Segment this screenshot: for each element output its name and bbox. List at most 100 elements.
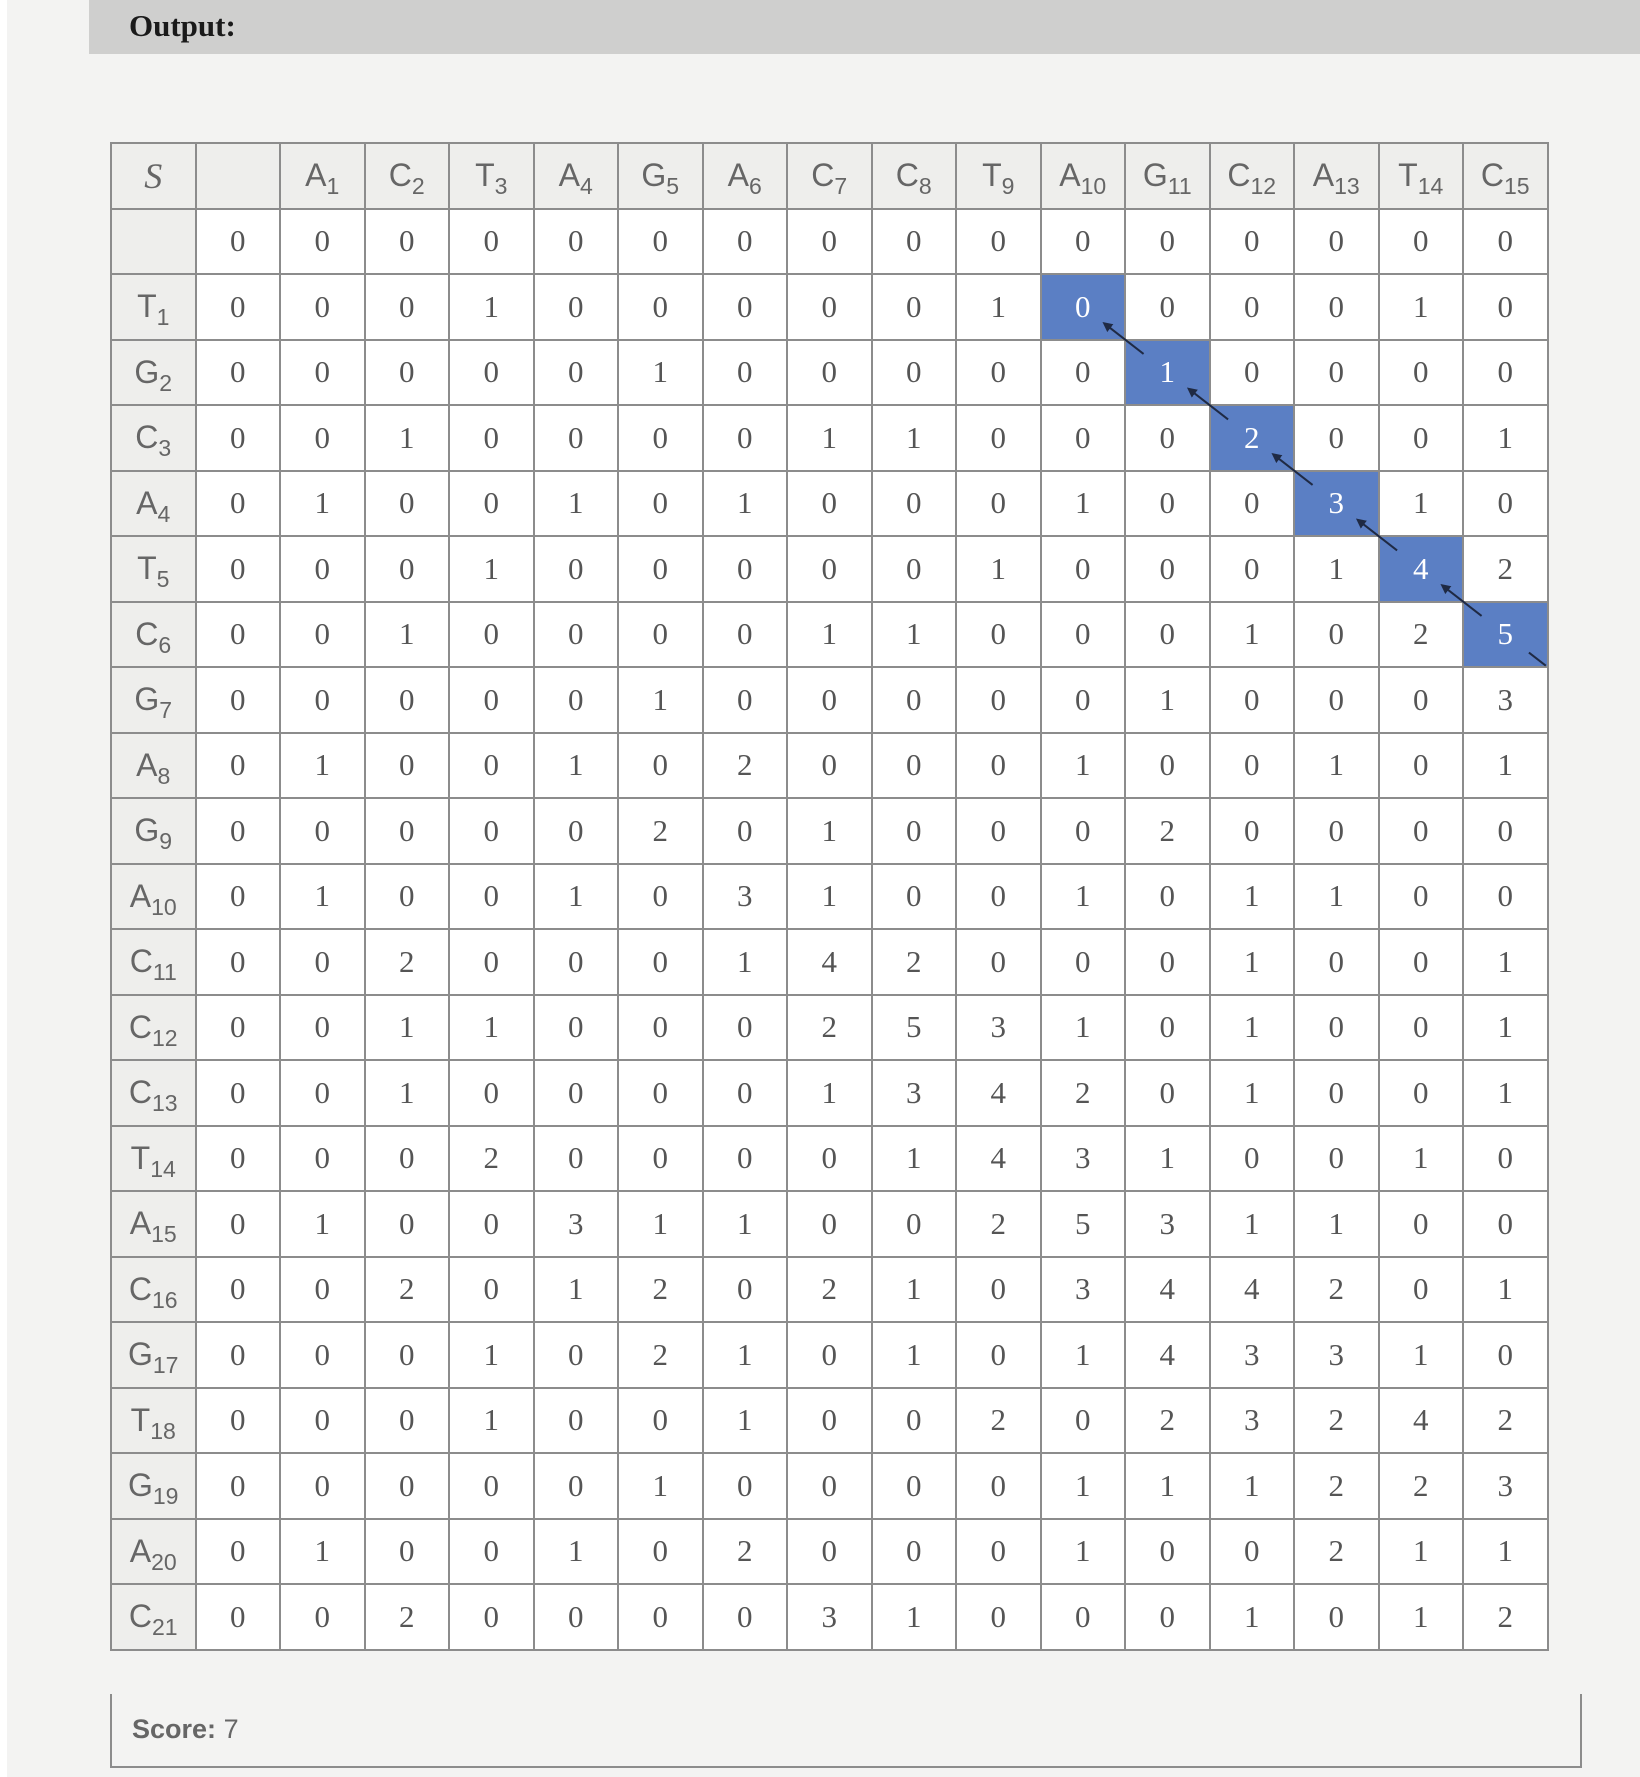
matrix-cell: 1 [532,469,619,537]
matrix-cell: 1 [1039,1517,1126,1585]
matrix-cell: 0 [1208,797,1295,865]
matrix-cell: 0 [1124,469,1211,537]
matrix-cell: 0 [955,469,1042,537]
row-header-16: C16 [110,1255,197,1323]
path-cell: 2 [1208,404,1295,472]
matrix-cell: 0 [194,600,281,668]
matrix-cell: 2 [701,731,788,799]
matrix-cell: 0 [1293,928,1380,996]
matrix-cell: 0 [194,1517,281,1585]
col-header-8: C8 [870,142,957,210]
table-row: A15 0 1 0 0 3 1 1 0 0 2 5 3 1 1 0 0 [110,1190,1549,1258]
matrix-cell: 1 [870,1255,957,1323]
path-cell: 0 [1039,273,1126,341]
output-title: Output: [129,8,236,43]
matrix-cell: 1 [363,993,450,1061]
matrix-cell: 0 [1208,207,1295,275]
col-header-2-index: 2 [411,173,425,200]
matrix-cell: 0 [448,1517,535,1585]
matrix-cell: 0 [1124,1583,1211,1651]
matrix-cell: 0 [1039,1386,1126,1454]
matrix-cell: 0 [1293,273,1380,341]
matrix-cell: 4 [1124,1321,1211,1389]
row-header-21-base: C [128,1598,152,1635]
table-row: C21 0 0 2 0 0 0 0 3 1 0 0 0 1 0 1 2 [110,1583,1549,1651]
matrix-cell: 0 [701,666,788,734]
matrix-cell: 1 [870,404,957,472]
row-header-18-base: T [130,1401,151,1438]
matrix-cell: 0 [532,1321,619,1389]
matrix-cell: 0 [532,600,619,668]
matrix-cell: 0 [617,207,704,275]
matrix-cell: 0 [363,1124,450,1192]
col-header-15-index: 15 [1503,173,1530,200]
matrix-cell: 0 [1377,797,1464,865]
matrix-cell: 0 [1124,535,1211,603]
matrix-cell: 1 [1293,862,1380,930]
row-header-10-index: 10 [151,893,177,920]
matrix-cell: 0 [786,338,873,406]
table-row: T18 0 0 0 1 0 0 1 0 0 2 0 2 3 2 4 2 [110,1386,1549,1454]
row-header-13-base: C [128,1074,152,1111]
matrix-cell: 0 [1039,600,1126,668]
table-row: T5 0 0 0 1 0 0 0 0 0 1 0 0 0 1 4 2 [110,535,1549,603]
row-header-2: G2 [110,338,197,406]
matrix-cell: 1 [1208,862,1295,930]
matrix-cell: 2 [786,993,873,1061]
col-header-6: A6 [701,142,788,210]
matrix-cell: 0 [870,1386,957,1454]
matrix-cell: 0 [1377,731,1464,799]
matrix-cell: 0 [194,1452,281,1520]
matrix-cell: 0 [870,1517,957,1585]
col-header-7: C7 [786,142,873,210]
matrix-cell: 0 [363,469,450,537]
matrix-cell: 0 [870,731,957,799]
matrix-cell: 2 [363,928,450,996]
matrix-cell: 0 [448,404,535,472]
path-cell: 1 [1124,338,1211,406]
alignment-matrix: S A1 C2 T3 A4 G5 A6 C7 C8 T9 A10 G11 C12 A13 T14 C15 0 0 0… [110,142,1582,1768]
matrix-cell: 0 [279,1255,366,1323]
matrix-cell: 0 [617,1517,704,1585]
matrix-cell: 1 [279,469,366,537]
matrix-cell: 1 [448,1321,535,1389]
row-header-4-index: 4 [157,500,171,527]
table-row: A10 0 1 0 0 1 0 3 1 0 0 1 0 1 1 0 0 [110,862,1549,930]
matrix-cell: 1 [701,1321,788,1389]
matrix-cell: 0 [1124,862,1211,930]
table-row: C11 0 0 2 0 0 0 1 4 2 0 0 0 1 0 0 1 [110,928,1549,996]
matrix-cell: 0 [448,1452,535,1520]
matrix-cell: 1 [870,1321,957,1389]
matrix-cell: 1 [1462,1255,1549,1323]
matrix-cell: 0 [194,1321,281,1389]
matrix-cell: 1 [1208,1190,1295,1258]
header-row: S A1 C2 T3 A4 G5 A6 C7 C8 T9 A10 G11 C12 A13 T14 C15 [110,142,1549,210]
matrix-cell: 1 [617,338,704,406]
matrix-cell: 2 [701,1517,788,1585]
matrix-cell: 1 [955,535,1042,603]
matrix-cell: 1 [1039,862,1126,930]
matrix-cell: 0 [1208,731,1295,799]
matrix-cell: 0 [1377,207,1464,275]
matrix-cell: 0 [701,273,788,341]
matrix-cell: 0 [532,797,619,865]
col-header-9-index: 9 [1001,173,1015,200]
matrix-cell: 0 [1377,1190,1464,1258]
matrix-cell: 0 [194,993,281,1061]
matrix-cell: 0 [1377,666,1464,734]
score-text: Score: 7 [132,1714,239,1745]
col-header-15-base: C [1480,157,1504,194]
matrix-cell: 1 [363,1059,450,1127]
matrix-cell: 1 [1462,928,1549,996]
col-header-10-base: A [1059,157,1081,194]
matrix-cell: 2 [448,1124,535,1192]
matrix-cell: 4 [1208,1255,1295,1323]
matrix-cell: 0 [617,1386,704,1454]
matrix-cell: 0 [448,797,535,865]
matrix-cell: 1 [363,404,450,472]
col-header-7-index: 7 [834,173,848,200]
matrix-cell: 0 [194,862,281,930]
matrix-cell: 4 [1124,1255,1211,1323]
matrix-cell: 0 [701,1583,788,1651]
row-header-4: A4 [110,469,197,537]
